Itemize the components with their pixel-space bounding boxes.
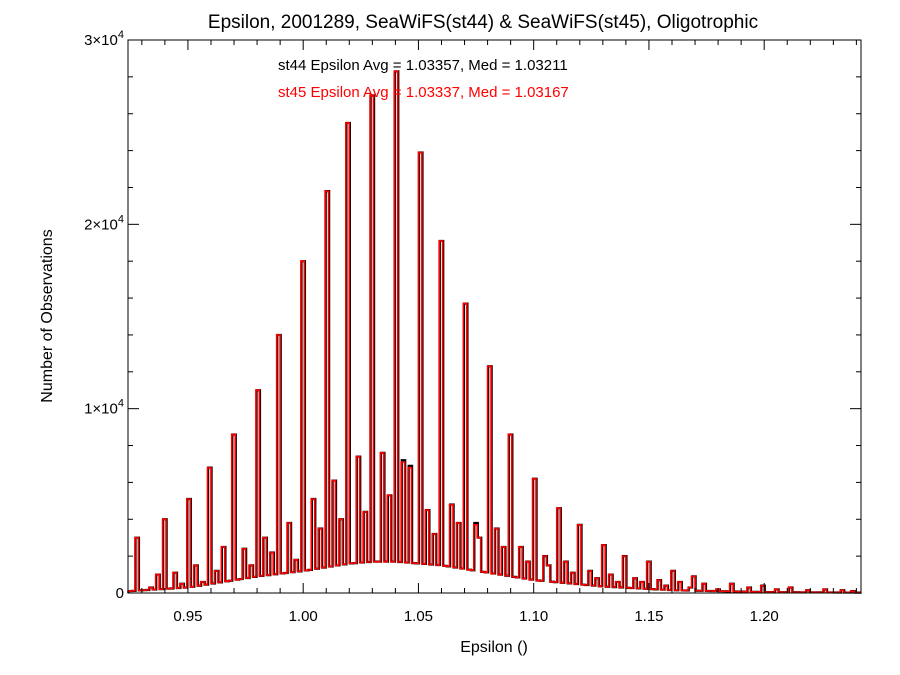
y-tick-label: 3×104 bbox=[84, 29, 124, 49]
x-axis-label: Epsilon () bbox=[460, 639, 528, 656]
st45-stats-annotation: st45 Epsilon Avg = 1.03337, Med = 1.0316… bbox=[278, 84, 569, 101]
y-tick-label: 2×104 bbox=[84, 213, 124, 233]
y-tick-label: 1×104 bbox=[84, 398, 124, 418]
st44-stats-annotation: st44 Epsilon Avg = 1.03357, Med = 1.0321… bbox=[278, 57, 568, 74]
axis-tick-labels: 0.95 1.00 1.05 1.10 1.15 1.20 0 1×104 2×104 3×104 bbox=[84, 29, 779, 625]
plot-frame bbox=[127, 39, 862, 594]
x-tick-label: 1.15 bbox=[634, 608, 663, 625]
histogram-series-st44 bbox=[127, 70, 862, 594]
x-tick-label: 1.20 bbox=[750, 608, 779, 625]
y-tick-label: 0 bbox=[116, 585, 124, 602]
x-tick-label: 0.95 bbox=[173, 608, 202, 625]
plot-series-layer bbox=[127, 70, 862, 594]
chart-title: Epsilon, 2001289, SeaWiFS(st44) & SeaWiF… bbox=[208, 12, 758, 33]
histogram-series-st45 bbox=[127, 70, 861, 594]
x-tick-label: 1.00 bbox=[289, 608, 318, 625]
y-axis-label: Number of Observations bbox=[39, 229, 56, 402]
x-tick-label: 1.05 bbox=[404, 608, 433, 625]
axis-ticks bbox=[128, 39, 861, 594]
x-tick-label: 1.10 bbox=[519, 608, 548, 625]
